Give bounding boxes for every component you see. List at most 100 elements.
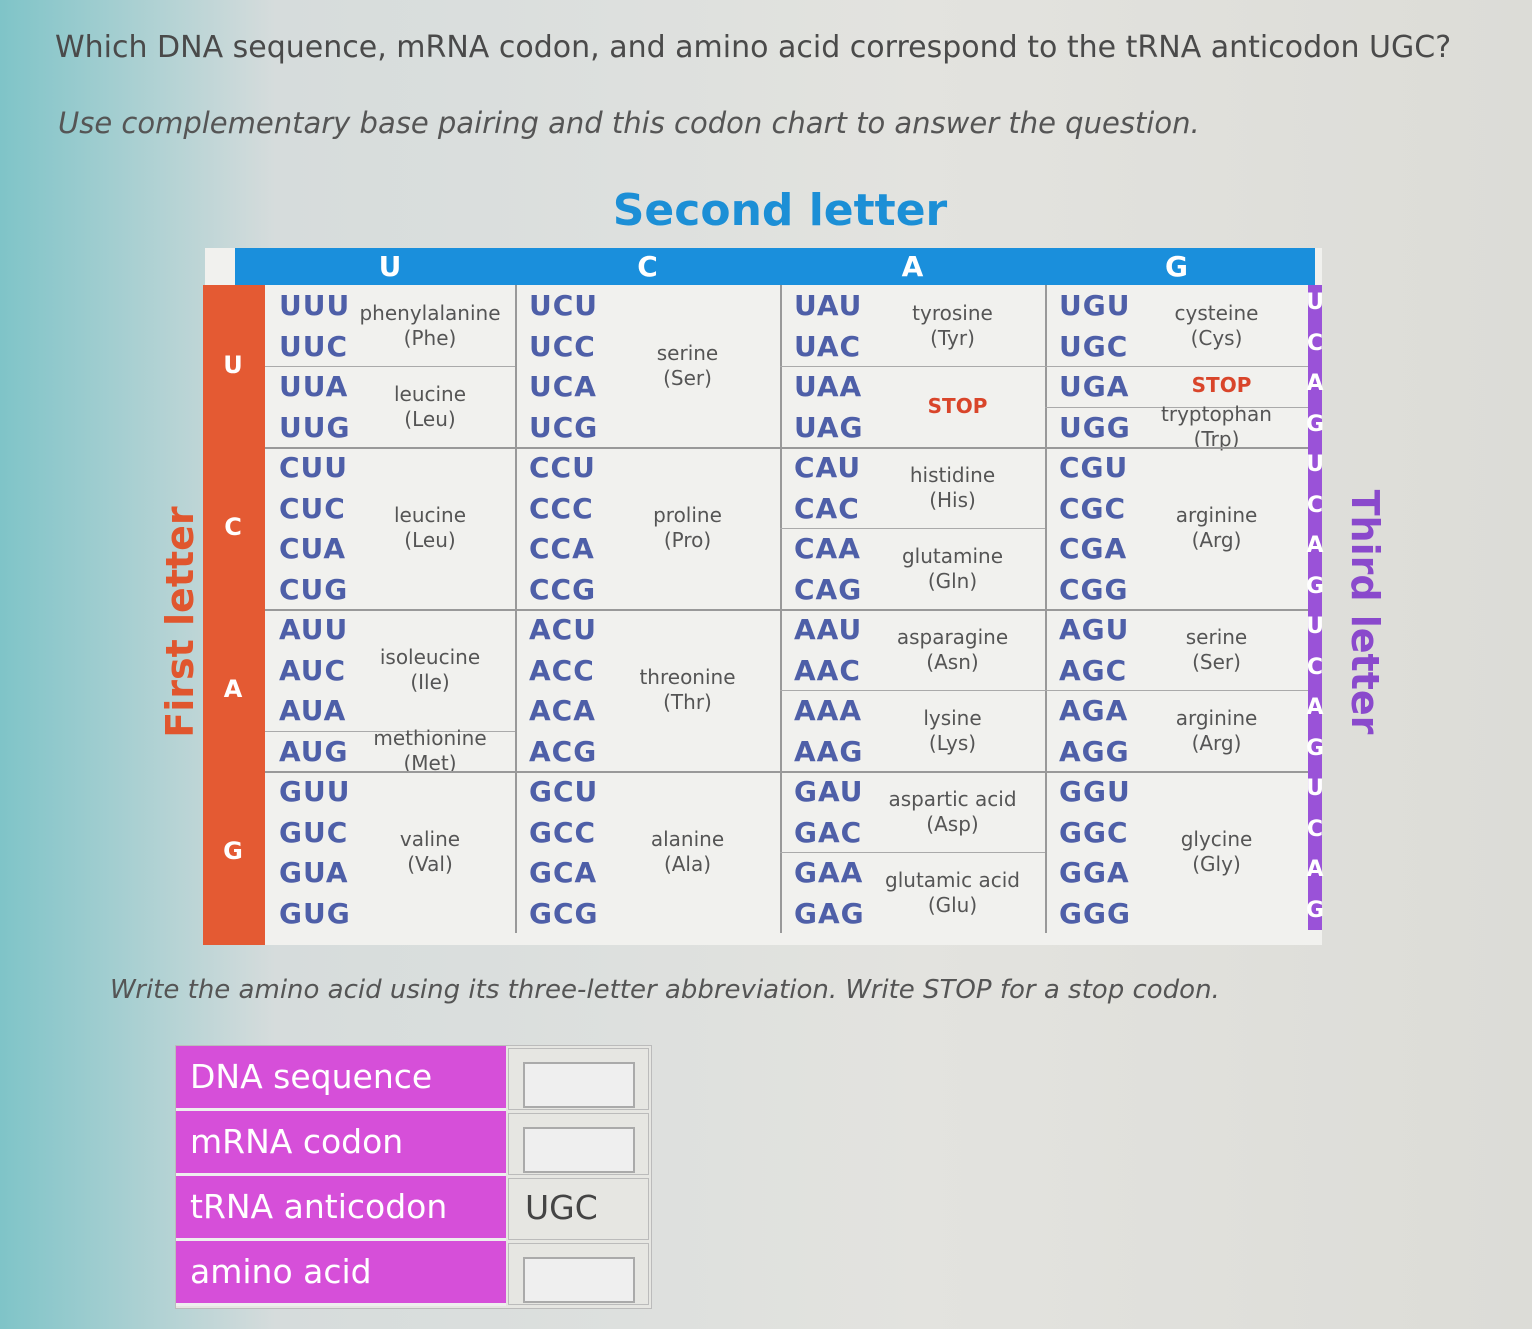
stop-label: STOP <box>1191 373 1252 398</box>
stop-label: STOP <box>927 393 988 418</box>
group-divider <box>780 366 1045 367</box>
codon: UAG <box>794 410 864 444</box>
codon: AUG <box>279 734 349 768</box>
amino-acid-name: cysteine <box>1174 300 1259 325</box>
instruction: Use complementary base pairing and this … <box>58 106 1200 140</box>
chart-title: Second letter <box>612 185 948 236</box>
codon: AAC <box>794 653 861 687</box>
third-letter: C <box>1306 816 1324 842</box>
amino-acid-name: glutamic acid <box>885 867 1020 892</box>
codon: GUA <box>279 856 349 889</box>
amino-acid-abbr: (Asp) <box>926 811 979 836</box>
group-divider <box>1045 406 1308 408</box>
answer-input[interactable] <box>523 1256 635 1303</box>
group-divider <box>780 852 1045 853</box>
codon: AUC <box>279 653 347 687</box>
answer-value <box>508 1113 649 1175</box>
third-letter: C <box>1306 492 1324 518</box>
amino-acid-abbr: (Gly) <box>1192 852 1241 876</box>
codon: AAA <box>794 694 863 727</box>
codon: ACC <box>529 653 595 687</box>
codon: GAC <box>794 815 863 849</box>
third-letter-label: Third letter <box>1343 489 1387 735</box>
amino-acid: lysine (Lys) <box>865 706 1040 756</box>
codon: CGA <box>1059 532 1128 565</box>
codon: AAU <box>794 613 863 646</box>
codon: CUG <box>279 572 349 606</box>
amino-acid-abbr: (Met) <box>403 750 457 775</box>
codon: UGU <box>1059 289 1131 322</box>
codon: UUG <box>279 410 351 444</box>
third-letter: G <box>1306 735 1325 761</box>
codon: UGC <box>1059 329 1129 363</box>
codon: GCC <box>529 815 597 849</box>
answer-input[interactable] <box>523 1126 635 1173</box>
chart-frame <box>205 248 1322 945</box>
codon: GCA <box>529 856 598 889</box>
first-letter: A <box>223 675 243 703</box>
amino-acid-abbr: (Leu) <box>404 528 456 552</box>
amino-acid-abbr: (His) <box>929 487 976 512</box>
amino-acid: glutamine (Gln) <box>865 544 1040 594</box>
group-divider <box>265 730 515 732</box>
codon: AGA <box>1059 694 1129 727</box>
answer-input[interactable] <box>523 1061 635 1108</box>
third-letter: U <box>1306 614 1324 640</box>
codon: CAC <box>794 491 860 525</box>
codon: CUC <box>279 491 346 525</box>
codon: GGC <box>1059 815 1129 849</box>
third-letter: G <box>1306 411 1325 437</box>
group-divider <box>1045 366 1308 367</box>
amino-acid: isoleucine (Ile) <box>350 645 510 695</box>
group-divider <box>780 690 1045 691</box>
codon: UUA <box>279 370 349 403</box>
third-letter: A <box>1306 371 1324 397</box>
amino-acid: serine (Ser) <box>600 341 775 391</box>
codon: CAG <box>794 572 863 606</box>
third-letter: G <box>1306 573 1325 599</box>
first-letter-label: First letter <box>158 506 202 738</box>
amino-acid-abbr: (Ser) <box>663 366 712 390</box>
amino-acid-name: glycine <box>1180 827 1253 851</box>
codon: CCU <box>529 451 596 484</box>
codon: UAA <box>794 370 863 403</box>
third-letter: A <box>1306 857 1324 883</box>
amino-acid: glycine (Gly) <box>1130 827 1303 877</box>
amino-acid-abbr: (Cys) <box>1190 325 1243 350</box>
amino-acid-name: tryptophan <box>1161 401 1272 426</box>
group-divider <box>265 366 515 367</box>
column-header: A <box>901 250 924 283</box>
amino-acid: tyrosine (Tyr) <box>865 301 1040 351</box>
header-bar <box>235 248 1315 285</box>
codon: GCG <box>529 896 599 930</box>
codon: CGC <box>1059 491 1127 525</box>
amino-acid-abbr: (Arg) <box>1191 528 1242 552</box>
amino-acid: phenylalanine (Phe) <box>350 301 510 351</box>
codon: GUU <box>279 775 351 808</box>
answer-label: amino acid <box>176 1241 506 1306</box>
codon: ACU <box>529 613 597 646</box>
amino-acid-name: leucine <box>393 381 467 406</box>
column-header: U <box>378 250 402 283</box>
codon: UAU <box>794 289 863 322</box>
amino-acid: arginine (Arg) <box>1130 706 1303 756</box>
amino-acid-abbr: (Lys) <box>928 730 977 755</box>
codon: CCA <box>529 532 595 565</box>
amino-acid: asparagine (Asn) <box>865 625 1040 675</box>
codon: AUU <box>279 613 349 646</box>
amino-acid: aspartic acid (Asp) <box>865 787 1040 837</box>
amino-acid-abbr: (Glu) <box>927 892 978 917</box>
codon: CGG <box>1059 572 1129 606</box>
amino-acid: alanine (Ala) <box>600 827 775 877</box>
codon: UUC <box>279 329 349 363</box>
amino-acid-name: tyrosine <box>912 300 993 325</box>
codon: GAG <box>794 896 865 930</box>
amino-acid-abbr: (Tyr) <box>930 325 975 350</box>
amino-acid: proline (Pro) <box>600 503 775 553</box>
amino-acid-abbr: (Ile) <box>410 669 450 694</box>
codon: UGA <box>1059 370 1130 403</box>
codon: CCC <box>529 491 594 525</box>
amino-acid-abbr: (Ser) <box>1192 649 1241 674</box>
third-letter: A <box>1306 533 1324 559</box>
